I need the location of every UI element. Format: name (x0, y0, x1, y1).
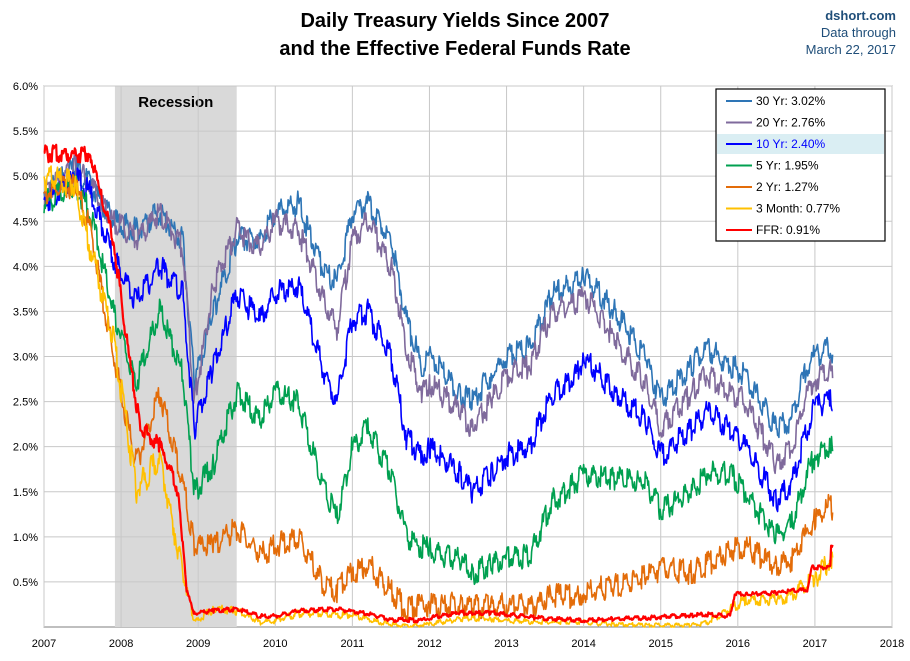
x-tick-label: 2012 (417, 638, 441, 650)
x-tick-label: 2007 (32, 638, 56, 650)
series-line-3 (43, 174, 834, 586)
series-line-2 (43, 167, 833, 513)
legend-label: 3 Month: 0.77% (756, 202, 840, 216)
y-tick-label: 0.5% (13, 577, 38, 589)
series-line-1 (43, 154, 834, 475)
y-tick-label: 2.5% (13, 397, 38, 409)
x-tick-label: 2010 (263, 638, 287, 650)
y-tick-label: 1.5% (13, 487, 38, 499)
series-line-5 (43, 165, 834, 628)
legend-label: 2 Yr: 1.27% (756, 180, 819, 194)
source-site: dshort.com (825, 8, 896, 23)
x-tick-label: 2018 (880, 638, 904, 650)
legend-label: 5 Yr: 1.95% (756, 159, 819, 173)
x-tick-label: 2015 (648, 638, 672, 650)
y-tick-label: 5.5% (13, 126, 38, 138)
y-tick-label: 3.0% (13, 352, 38, 364)
x-tick-label: 2008 (109, 638, 133, 650)
y-tick-label: 5.0% (13, 171, 38, 183)
y-tick-label: 2.0% (13, 442, 38, 454)
y-tick-label: 6.0% (13, 81, 38, 93)
y-tick-label: 1.0% (13, 532, 38, 544)
x-tick-label: 2009 (186, 638, 210, 650)
legend-label: 30 Yr: 3.02% (756, 94, 825, 108)
legend-label: 20 Yr: 2.76% (756, 116, 825, 130)
x-tick-label: 2014 (571, 638, 595, 650)
x-tick-label: 2013 (494, 638, 518, 650)
source-note-line2: March 22, 2017 (805, 42, 896, 57)
x-tick-label: 2016 (726, 638, 750, 650)
legend-label: 10 Yr: 2.40% (756, 137, 825, 151)
source-note-line1: Data through (820, 25, 896, 40)
x-tick-label: 2017 (803, 638, 827, 650)
recession-label: Recession (138, 94, 213, 111)
y-tick-label: 3.5% (13, 306, 38, 318)
y-tick-label: 4.0% (13, 261, 38, 273)
y-tick-label: 4.5% (13, 216, 38, 228)
x-tick-label: 2011 (341, 638, 365, 650)
legend-highlight (717, 134, 884, 154)
series-line-6 (43, 143, 834, 624)
legend-label: FFR: 0.91% (756, 223, 820, 237)
chart-title-line1: Daily Treasury Yields Since 2007 (300, 10, 610, 32)
chart-title-line2: and the Effective Federal Funds Rate (279, 38, 631, 60)
series-line-4 (43, 173, 834, 622)
